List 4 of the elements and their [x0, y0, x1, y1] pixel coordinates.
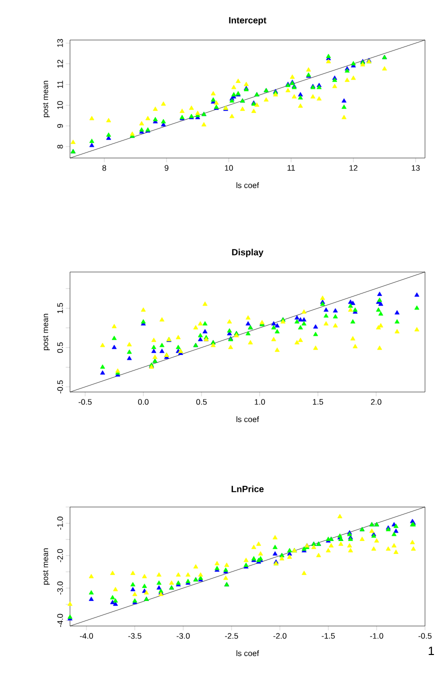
- chart-title: Display: [232, 248, 264, 258]
- chart-title: Intercept: [229, 17, 266, 26]
- text: 1: [428, 646, 434, 655]
- chart-title: LnPrice: [232, 486, 264, 492]
